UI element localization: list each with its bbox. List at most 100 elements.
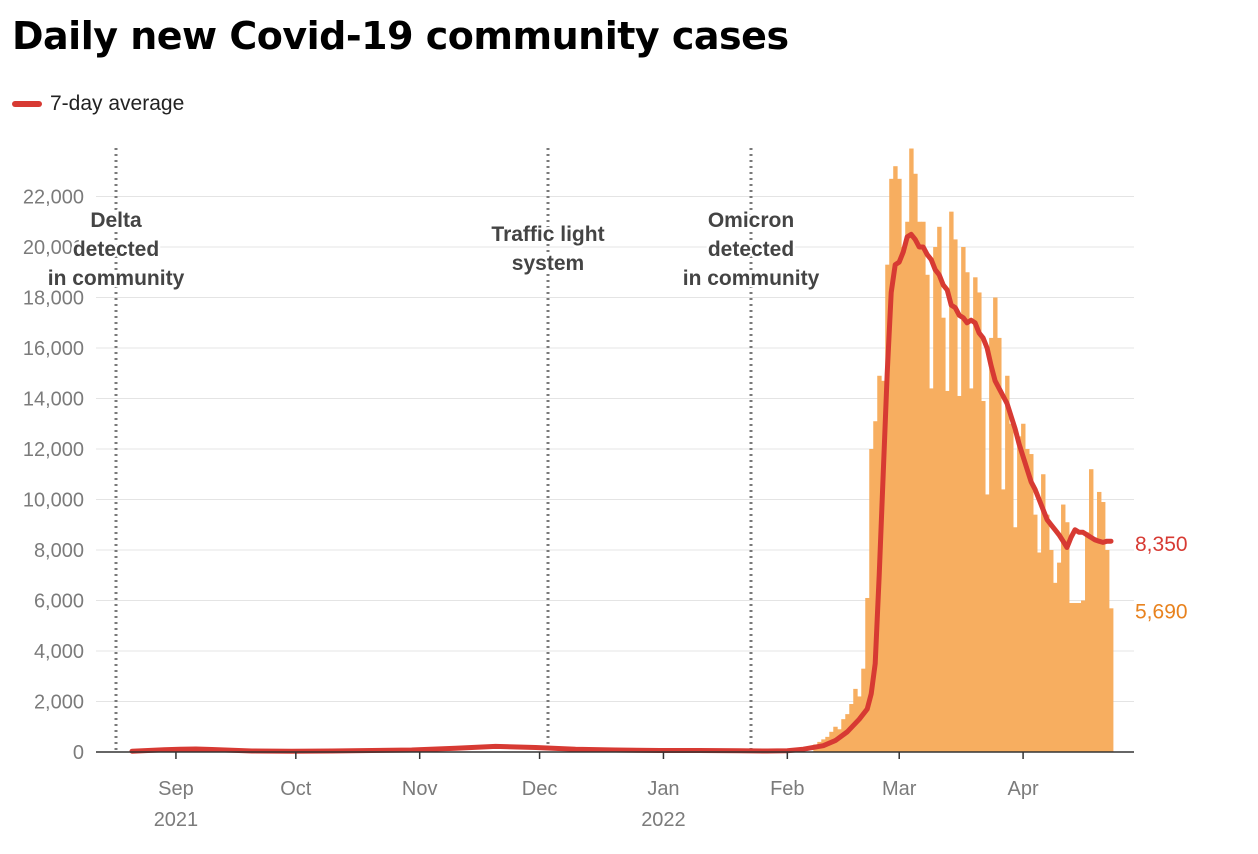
y-tick-label: 2,000 (34, 692, 84, 714)
x-tick-year: 2022 (641, 809, 686, 831)
bar (1017, 436, 1022, 753)
y-tick-label: 8,000 (34, 540, 84, 562)
event-label-line: Traffic light (491, 223, 604, 246)
event-label: Omicron detected in community (683, 209, 820, 290)
x-tick-label: Feb (770, 778, 804, 800)
bar (1085, 532, 1090, 752)
y-tick-label: 6,000 (34, 591, 84, 613)
bar (1009, 423, 1014, 752)
bar (1061, 504, 1066, 752)
x-tick-label: Oct (280, 778, 312, 800)
bar (893, 166, 898, 752)
bar (1021, 423, 1026, 752)
event-label-line: Omicron (708, 209, 794, 232)
y-tick-label: 14,000 (23, 389, 84, 411)
legend-label: 7-day average (50, 92, 185, 115)
bar (1037, 552, 1042, 752)
bar (953, 239, 958, 753)
bar (981, 401, 986, 752)
bar (865, 597, 870, 752)
bar (989, 337, 994, 752)
seven-day-average-line (129, 231, 1114, 754)
bar (1053, 582, 1058, 752)
bar (1077, 603, 1082, 752)
bar (973, 277, 978, 752)
bar (969, 388, 974, 752)
event-label-line: in community (683, 267, 820, 290)
x-tick-label: Nov (402, 778, 438, 800)
y-tick-label: 22,000 (23, 187, 84, 209)
bar (1081, 600, 1086, 752)
bar (889, 178, 894, 752)
bar (909, 148, 914, 752)
legend-swatch-line (12, 101, 42, 107)
bar (897, 178, 902, 752)
x-tick-label: Apr (1008, 778, 1039, 800)
bar (957, 395, 962, 752)
y-tick-label: 10,000 (23, 490, 84, 512)
bar (933, 247, 938, 752)
bar (1033, 514, 1038, 752)
event-label-line: Delta (90, 209, 142, 232)
y-axis-ticks: 0 2,000 4,000 6,000 8,000 10,000 12,000 14,000 1… (23, 187, 84, 765)
bar (837, 729, 842, 752)
bar (1073, 603, 1078, 752)
bar (949, 211, 954, 752)
bar (881, 380, 886, 752)
event-markers: Delta detected in community Traffic light sy… (45, 148, 822, 752)
bar (941, 317, 946, 752)
bar (1041, 474, 1046, 752)
bar (1057, 562, 1062, 753)
bar (901, 247, 906, 752)
event-label: Traffic light system (491, 223, 604, 275)
bar (1097, 491, 1102, 752)
bar (917, 221, 922, 752)
y-tick-label: 20,000 (23, 237, 84, 259)
end-label-daily: 5,690 (1135, 600, 1188, 623)
bar (965, 272, 970, 752)
bar (873, 421, 878, 752)
bar (1005, 375, 1010, 752)
x-tick-label: Dec (522, 778, 558, 800)
x-axis-ticks: Sep 2021 Oct Nov Dec Jan 2022 Feb Mar Apr (154, 752, 1039, 831)
bar (857, 696, 862, 752)
event-label-line: detected (708, 238, 794, 261)
bar (869, 449, 874, 752)
y-tick-label: 18,000 (23, 288, 84, 310)
bar (945, 390, 950, 752)
end-label-average: 8,350 (1135, 533, 1188, 556)
bar (925, 274, 930, 752)
bar (997, 337, 1002, 752)
x-tick-label: Sep (158, 778, 194, 800)
x-tick-label: Mar (882, 778, 917, 800)
bar (977, 292, 982, 752)
bar (1093, 537, 1098, 753)
bar (1025, 449, 1030, 752)
bar (1089, 469, 1094, 752)
event-label-line: in community (48, 267, 185, 290)
bar (1065, 522, 1070, 752)
chart-title: Daily new Covid-19 community cases (12, 14, 789, 58)
bar (929, 388, 934, 752)
bar (1109, 608, 1114, 752)
bar (961, 247, 966, 752)
daily-cases-bars (813, 148, 1114, 753)
bar (913, 173, 918, 752)
x-tick-year: 2021 (154, 809, 199, 831)
bar (1105, 550, 1110, 752)
bar (937, 226, 942, 753)
bar (905, 221, 910, 752)
bar (985, 494, 990, 752)
event-label-line: detected (73, 238, 159, 261)
event-label: Delta detected in community (48, 209, 185, 290)
y-tick-label: 0 (73, 742, 84, 764)
bar (1029, 454, 1034, 752)
bar (1013, 527, 1018, 752)
bar (1049, 550, 1054, 752)
bar (885, 264, 890, 752)
y-tick-label: 12,000 (23, 439, 84, 461)
bar (993, 297, 998, 752)
bar (1045, 514, 1050, 752)
bar (921, 221, 926, 752)
